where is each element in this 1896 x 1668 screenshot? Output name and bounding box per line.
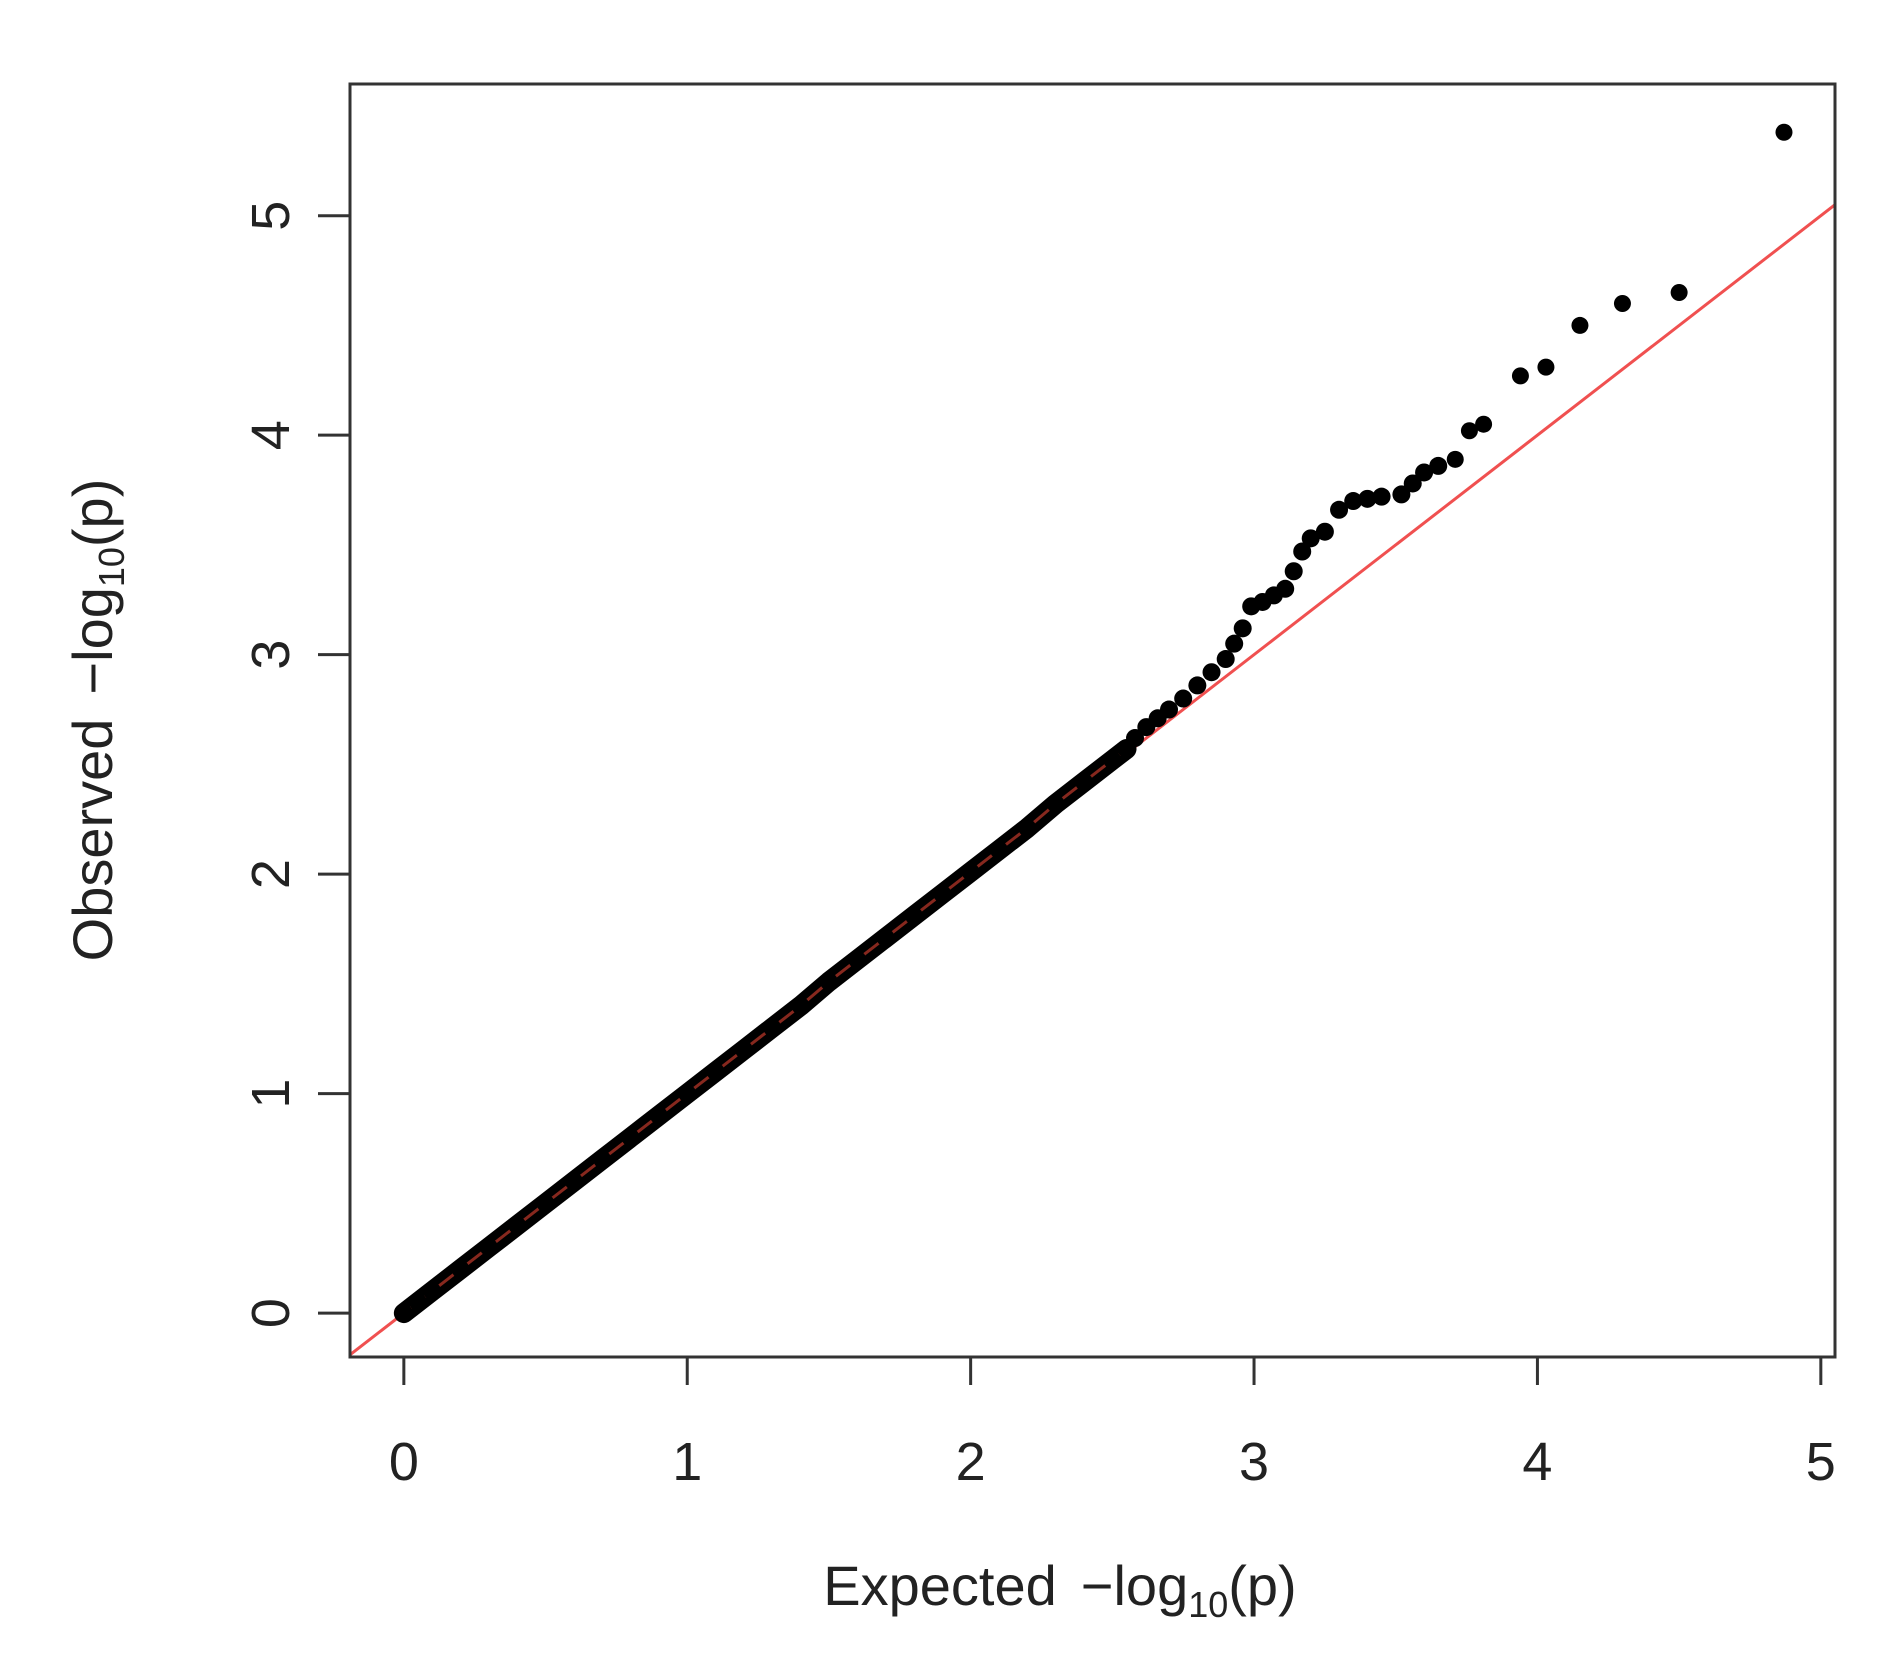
data-point <box>536 1194 555 1213</box>
data-point <box>1126 729 1145 748</box>
y-tick-label: 5 <box>241 201 301 231</box>
data-point <box>1103 751 1122 770</box>
data-point <box>819 972 838 991</box>
data-point <box>791 996 810 1015</box>
data-point <box>1315 522 1334 541</box>
data-point <box>1358 489 1377 508</box>
data-point <box>508 1216 527 1235</box>
x-tick-label: 5 <box>1806 1432 1836 1492</box>
data-point <box>451 1260 470 1279</box>
x-tick-label: 0 <box>389 1432 419 1492</box>
plot-frame <box>348 82 1837 1359</box>
data-point <box>409 1293 428 1312</box>
data-point <box>961 862 980 881</box>
data-point <box>1537 358 1555 376</box>
y-axis: 0 1 2 3 4 5 <box>241 201 352 1328</box>
data-point <box>1571 316 1589 334</box>
data-point <box>479 1238 498 1257</box>
data-point <box>1344 492 1363 511</box>
y-tick-label: 3 <box>241 640 301 670</box>
data-point <box>1372 487 1391 506</box>
data-point <box>1233 619 1252 638</box>
data-point <box>649 1106 668 1125</box>
data-point <box>423 1282 442 1301</box>
data-point <box>848 950 867 969</box>
data-point <box>1301 529 1320 548</box>
data-point <box>1174 689 1193 708</box>
data-point <box>933 884 952 903</box>
x-tick-label: 1 <box>672 1432 702 1492</box>
data-point <box>1392 485 1411 504</box>
data-point <box>1216 650 1235 669</box>
data-point <box>1613 294 1631 312</box>
x-axis-title: Expected −log10(p) <box>823 1554 1296 1625</box>
y-tick-label: 2 <box>241 859 301 889</box>
y-axis-title: Observed−log10(p) <box>61 479 132 962</box>
data-point <box>1202 663 1221 682</box>
data-point <box>1284 562 1303 581</box>
data-point <box>1403 474 1422 493</box>
data-point <box>1429 456 1448 475</box>
data-point <box>1670 284 1688 302</box>
x-tick-label: 3 <box>1239 1432 1269 1492</box>
data-point <box>706 1062 725 1081</box>
data-point <box>1074 772 1093 791</box>
reference-line-overlay <box>402 747 1128 1315</box>
data-point <box>1415 463 1434 482</box>
x-axis: 0 1 2 3 4 5 <box>389 1355 1836 1492</box>
data-point <box>1475 415 1493 433</box>
y-tick-label: 4 <box>241 420 301 450</box>
data-point <box>1330 500 1349 519</box>
x-tick-label: 4 <box>1522 1432 1552 1492</box>
data-point <box>1225 634 1244 653</box>
data-point <box>1188 676 1207 695</box>
data-point <box>1293 542 1312 561</box>
data-point <box>1460 422 1478 440</box>
data-point <box>989 840 1008 859</box>
data-point <box>1018 819 1037 838</box>
data-point <box>1775 123 1793 141</box>
data-point <box>1276 579 1295 598</box>
data-point <box>678 1084 697 1103</box>
data-point <box>1046 794 1065 813</box>
x-tick-label: 2 <box>956 1432 986 1492</box>
data-point <box>1160 700 1179 719</box>
data-point <box>1511 367 1529 385</box>
data-point <box>564 1172 583 1191</box>
y-tick-label: 1 <box>241 1079 301 1109</box>
y-tick-label: 0 <box>241 1298 301 1328</box>
data-point <box>593 1150 612 1169</box>
data-point <box>734 1040 753 1059</box>
data-point <box>763 1018 782 1037</box>
data-point <box>876 928 895 947</box>
data-point <box>621 1128 640 1147</box>
data-point <box>394 1304 413 1323</box>
data-point <box>1446 450 1464 468</box>
data-point <box>904 906 923 925</box>
